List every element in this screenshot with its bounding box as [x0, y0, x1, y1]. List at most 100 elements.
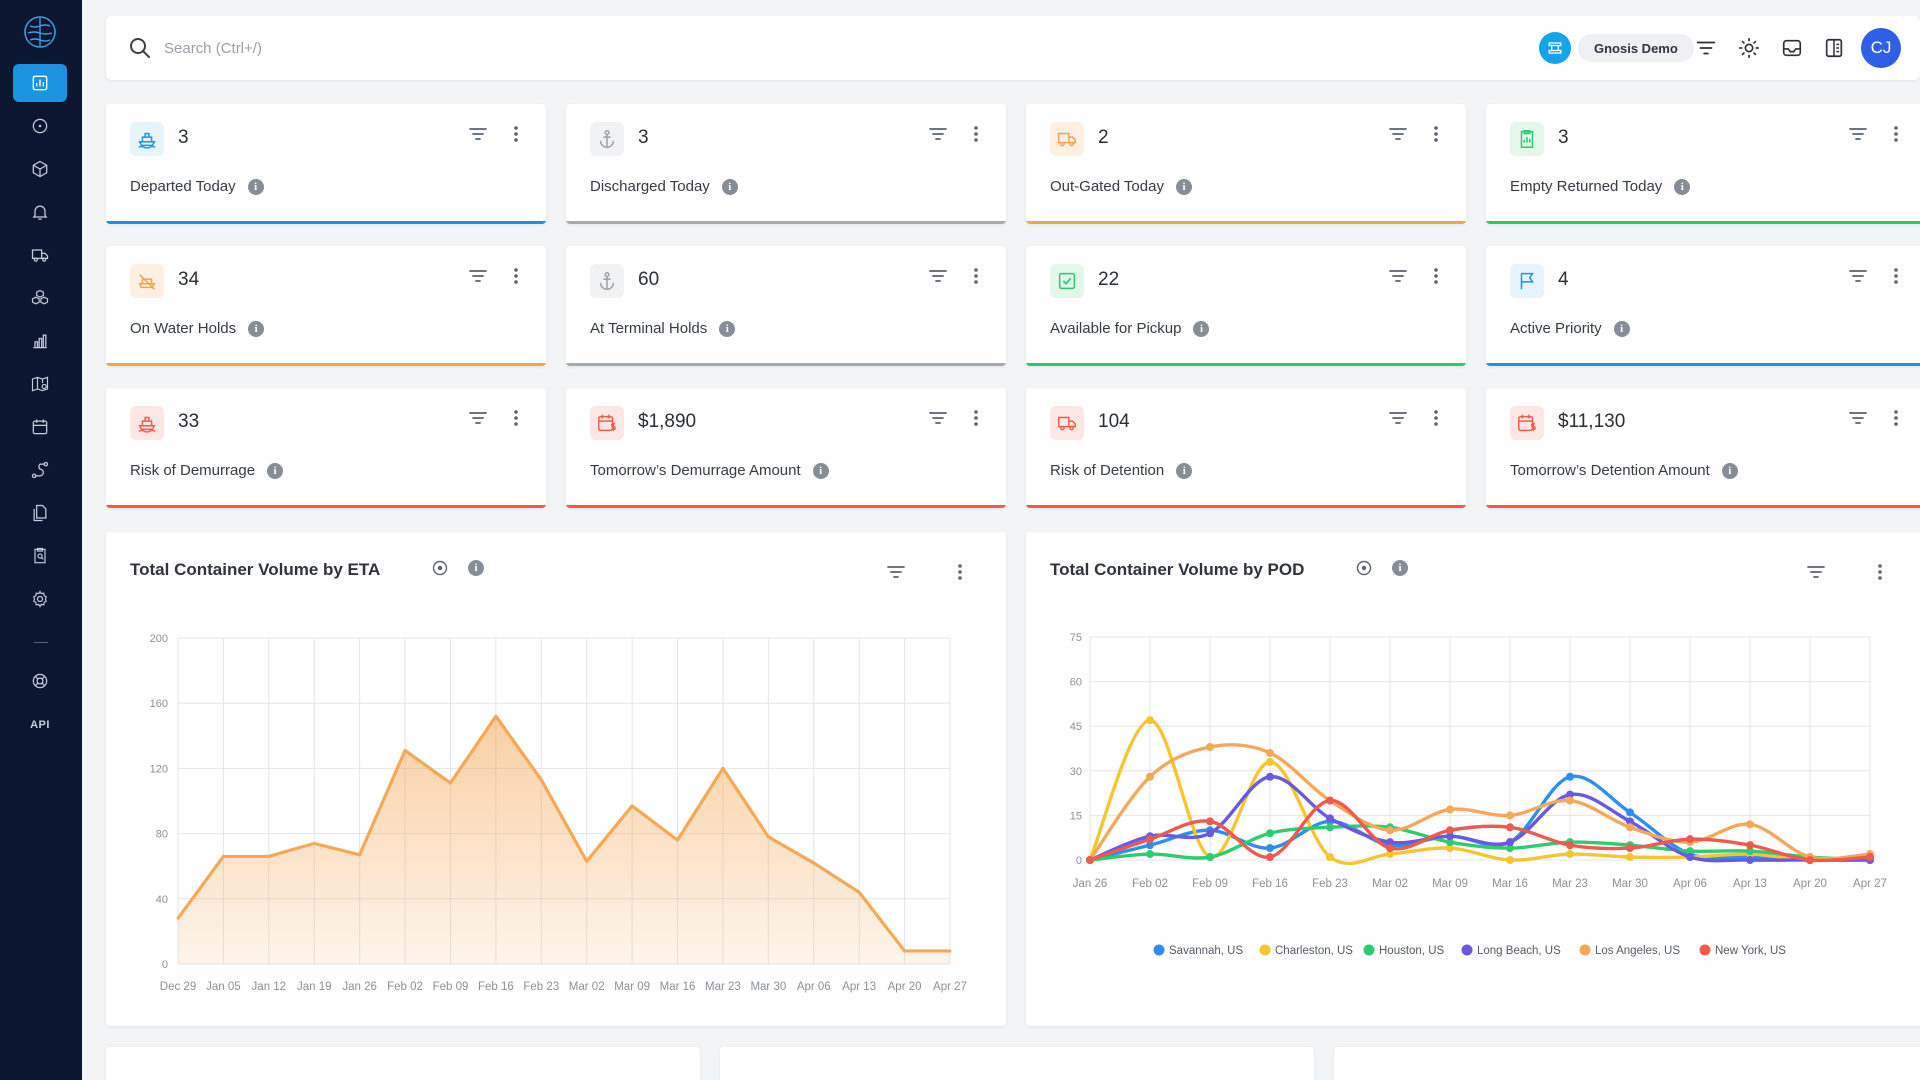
more-options-icon[interactable]	[1868, 560, 1892, 584]
data-point[interactable]	[1266, 772, 1274, 781]
sidebar-item-box[interactable]	[13, 150, 67, 188]
data-point[interactable]	[721, 766, 725, 770]
info-icon[interactable]: i	[1674, 178, 1691, 195]
data-point[interactable]	[1446, 832, 1454, 841]
sidebar-item-bell[interactable]	[13, 193, 67, 231]
data-point[interactable]	[1746, 841, 1754, 850]
sidebar-item-dashboard[interactable]	[13, 64, 67, 102]
data-point[interactable]	[1806, 856, 1814, 864]
data-point[interactable]	[312, 841, 316, 845]
kpi-card[interactable]: 104 Risk of Detention i	[1026, 388, 1466, 508]
legend-item[interactable]: Long Beach, US	[1461, 944, 1562, 958]
data-point[interactable]	[1566, 841, 1574, 850]
more-options-icon[interactable]	[1424, 122, 1448, 146]
data-point[interactable]	[1146, 835, 1154, 844]
data-point[interactable]	[1626, 853, 1634, 862]
filter-button[interactable]	[1690, 32, 1722, 64]
data-point[interactable]	[1386, 838, 1394, 847]
inbox-button[interactable]	[1776, 32, 1808, 64]
sidebar-item-containers[interactable]	[13, 279, 67, 317]
data-point[interactable]	[267, 854, 271, 858]
data-point[interactable]	[1266, 829, 1274, 838]
data-point[interactable]	[812, 861, 816, 865]
data-point[interactable]	[1506, 844, 1514, 853]
panel-toggle-button[interactable]	[1818, 32, 1850, 64]
data-point[interactable]	[1386, 844, 1394, 853]
more-options-icon[interactable]	[1424, 406, 1448, 430]
info-icon[interactable]: i	[267, 462, 284, 479]
info-icon[interactable]: i	[1176, 462, 1193, 479]
filter-icon[interactable]	[466, 406, 490, 430]
data-point[interactable]	[1266, 844, 1274, 853]
data-point[interactable]	[857, 890, 861, 894]
kpi-card[interactable]: 34 On Water Holds i	[106, 246, 546, 366]
data-point[interactable]	[1626, 808, 1634, 817]
more-options-icon[interactable]	[1424, 264, 1448, 288]
data-point[interactable]	[1146, 841, 1154, 850]
sidebar-item-bar-chart[interactable]	[13, 322, 67, 360]
data-point[interactable]	[1206, 829, 1214, 838]
sidebar-item-gear[interactable]	[13, 580, 67, 618]
kpi-card[interactable]: $1,890 Tomorrow’s Demurrage Amount i	[566, 388, 1006, 508]
more-options-icon[interactable]	[504, 122, 528, 146]
data-point[interactable]	[1566, 790, 1574, 799]
data-point[interactable]	[1506, 811, 1514, 820]
info-icon[interactable]: i	[719, 320, 736, 337]
info-icon[interactable]: i	[1175, 178, 1192, 195]
info-icon[interactable]: i	[1721, 462, 1738, 479]
kpi-card[interactable]: 3 Discharged Today i	[566, 104, 1006, 224]
data-point[interactable]	[676, 838, 680, 842]
data-point[interactable]	[176, 916, 180, 920]
kpi-card[interactable]: 60 At Terminal Holds i	[566, 246, 1006, 366]
more-options-icon[interactable]	[504, 406, 528, 430]
kpi-card[interactable]: $11,130 Tomorrow’s Detention Amount i	[1486, 388, 1920, 508]
target-icon[interactable]	[432, 560, 448, 576]
filter-icon[interactable]	[466, 122, 490, 146]
data-point[interactable]	[1326, 853, 1334, 862]
more-options-icon[interactable]	[1884, 264, 1908, 288]
sidebar-item-map-search[interactable]	[13, 365, 67, 403]
data-point[interactable]	[1326, 814, 1334, 823]
data-point[interactable]	[1446, 826, 1454, 835]
filter-icon[interactable]	[1846, 122, 1870, 146]
sidebar-item-route[interactable]	[13, 451, 67, 489]
filter-icon[interactable]	[926, 264, 950, 288]
data-point[interactable]	[1566, 796, 1574, 805]
data-point[interactable]	[1686, 835, 1694, 844]
data-point[interactable]	[1206, 743, 1214, 752]
more-options-icon[interactable]	[1884, 406, 1908, 430]
legend-item[interactable]: Los Angeles, US	[1579, 944, 1681, 958]
data-point[interactable]	[1266, 757, 1274, 766]
filter-icon[interactable]	[1804, 560, 1828, 584]
data-point[interactable]	[1686, 847, 1694, 856]
data-point[interactable]	[403, 748, 407, 752]
data-point[interactable]	[1326, 796, 1334, 805]
data-point[interactable]	[1446, 844, 1454, 853]
data-point[interactable]	[1206, 853, 1214, 862]
data-point[interactable]	[1086, 856, 1094, 864]
filter-icon[interactable]	[1386, 122, 1410, 146]
data-point[interactable]	[221, 854, 225, 858]
kpi-card[interactable]: 3 Departed Today i	[106, 104, 546, 224]
data-point[interactable]	[948, 949, 952, 953]
info-icon[interactable]: i	[468, 560, 484, 576]
sidebar-item-support[interactable]	[13, 662, 67, 700]
more-options-icon[interactable]	[964, 406, 988, 430]
legend-item[interactable]: Savannah, US	[1153, 944, 1244, 958]
filter-icon[interactable]	[926, 122, 950, 146]
data-point[interactable]	[1626, 817, 1634, 826]
legend-item[interactable]: Charleston, US	[1259, 944, 1354, 958]
filter-icon[interactable]	[466, 264, 490, 288]
data-point[interactable]	[585, 859, 589, 863]
data-point[interactable]	[1746, 856, 1754, 864]
legend-item[interactable]: Houston, US	[1363, 944, 1445, 958]
data-point[interactable]	[1626, 823, 1634, 832]
sidebar-item-api[interactable]: API	[30, 719, 50, 731]
data-point[interactable]	[539, 778, 543, 782]
kpi-card[interactable]: 22 Available for Pickup i	[1026, 246, 1466, 366]
info-icon[interactable]: i	[247, 178, 264, 195]
data-point[interactable]	[1506, 823, 1514, 832]
filter-icon[interactable]	[1846, 264, 1870, 288]
more-options-icon[interactable]	[504, 264, 528, 288]
filter-icon[interactable]	[926, 406, 950, 430]
